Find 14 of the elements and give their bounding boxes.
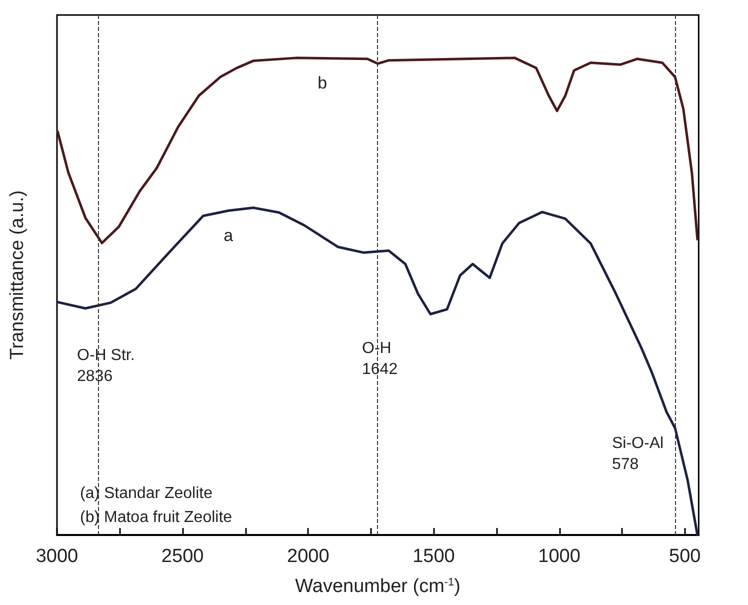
x-tick-label: 1000 bbox=[538, 546, 580, 567]
x-tick-label: 500 bbox=[669, 546, 701, 567]
series-label: b bbox=[318, 73, 328, 92]
x-tick-label: 2000 bbox=[287, 546, 330, 567]
annotation: (a) Standar Zeolite bbox=[80, 485, 213, 502]
x-tick-label: 3000 bbox=[36, 546, 78, 567]
annotation: O-H Str. 2836 bbox=[77, 347, 135, 385]
annotation: Si-O-Al 578 bbox=[612, 435, 664, 473]
y-axis-title: Transmittance (a.u.) bbox=[7, 190, 28, 360]
x-tick-label: 2500 bbox=[161, 546, 204, 567]
series-label: a bbox=[224, 226, 234, 246]
x-tick-label: 1500 bbox=[412, 546, 455, 567]
annotation: (b) Matoa fruit Zeolite bbox=[80, 509, 232, 526]
annotation: O-H 1642 bbox=[362, 340, 398, 378]
